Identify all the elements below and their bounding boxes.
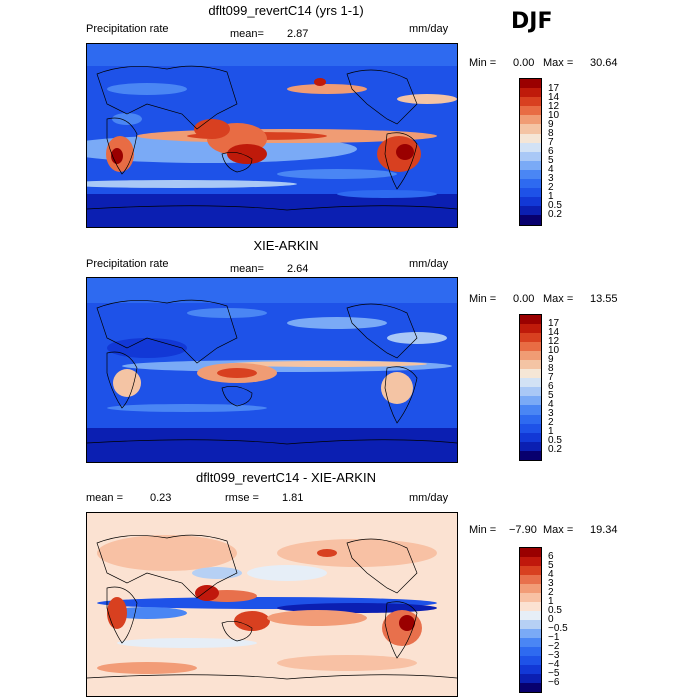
mean-value: 0.23 <box>150 492 172 504</box>
colorbar-label: −3 <box>548 650 560 661</box>
colorbar-label: 6 <box>548 381 554 392</box>
colorbar-label: 2 <box>548 182 554 193</box>
mean-label: mean= <box>230 28 264 40</box>
mean-label: mean= <box>230 263 264 275</box>
min-value: 0.00 <box>513 293 535 305</box>
colorbar-label: 1 <box>548 191 554 202</box>
colorbar-label: −2 <box>548 641 560 652</box>
colorbar-label: 7 <box>548 372 554 383</box>
colorbar-label: 17 <box>548 83 560 94</box>
difference-map <box>86 512 458 697</box>
colorbar-label: 7 <box>548 137 554 148</box>
colorbar-label: 5 <box>548 155 554 166</box>
colorbar-label: 2 <box>548 587 554 598</box>
colorbar-label: 3 <box>548 173 554 184</box>
min-label: Min = <box>469 57 497 69</box>
colorbar <box>519 547 542 693</box>
colorbar-label: −5 <box>548 668 560 679</box>
max-label: Max = <box>543 293 574 305</box>
max-value: 30.64 <box>590 57 618 69</box>
variable-label: Precipitation rate <box>86 23 169 35</box>
colorbar-label: 12 <box>548 101 560 112</box>
colorbar-label: 0.2 <box>548 209 562 220</box>
colorbar-label: 5 <box>548 560 554 571</box>
colorbar-label: 1 <box>548 596 554 607</box>
units-label: mm/day <box>409 23 449 35</box>
colorbar-label: 14 <box>548 92 560 103</box>
colorbar <box>519 78 542 226</box>
max-value: 19.34 <box>590 524 618 536</box>
colorbar-label: 0.2 <box>548 444 562 455</box>
precip-map <box>86 43 458 228</box>
colorbar-label: 8 <box>548 363 554 374</box>
colorbar-label: 0.5 <box>548 435 562 446</box>
mean-value: 2.87 <box>287 28 309 40</box>
panel-title: dflt099_revertC14 (yrs 1-1) <box>208 3 364 18</box>
colorbar-label: −1 <box>548 632 560 643</box>
colorbar-label: 9 <box>548 119 554 130</box>
colorbar-label: 5 <box>548 390 554 401</box>
colorbar-label: 3 <box>548 408 554 419</box>
colorbar-label: 4 <box>548 399 554 410</box>
colorbar-label: 0.5 <box>548 605 562 616</box>
max-label: Max = <box>543 57 574 69</box>
colorbar-label: 3 <box>548 578 554 589</box>
colorbar-label: 0.5 <box>548 200 562 211</box>
min-label: Min = <box>469 524 497 536</box>
colorbar <box>519 314 542 461</box>
min-value: 0.00 <box>513 57 535 69</box>
colorbar-label: −6 <box>548 677 560 688</box>
colorbar-label: −4 <box>548 659 560 670</box>
panel-title: dflt099_revertC14 - XIE-ARKIN <box>196 470 376 485</box>
colorbar-label: 2 <box>548 417 554 428</box>
colorbar-label: 10 <box>548 110 560 121</box>
min-value: −7.90 <box>509 524 537 536</box>
colorbar-label: −0.5 <box>548 623 568 634</box>
season-label: DJF <box>511 9 553 34</box>
mean-label: mean = <box>86 492 123 504</box>
panel-title: XIE-ARKIN <box>253 238 319 253</box>
colorbar-label: 6 <box>548 146 554 157</box>
max-value: 13.55 <box>590 293 618 305</box>
max-label: Max = <box>543 524 574 536</box>
rmse-value: 1.81 <box>282 492 304 504</box>
units-label: mm/day <box>409 258 449 270</box>
colorbar-label: 14 <box>548 327 560 338</box>
units-label: mm/day <box>409 492 449 504</box>
rmse-label: rmse = <box>225 492 259 504</box>
colorbar-label: 4 <box>548 569 554 580</box>
colorbar-label: 17 <box>548 318 560 329</box>
colorbar-label: 6 <box>548 551 554 562</box>
precip-map <box>86 277 458 463</box>
variable-label: Precipitation rate <box>86 258 169 270</box>
min-label: Min = <box>469 293 497 305</box>
colorbar-label: 1 <box>548 426 554 437</box>
colorbar-label: 0 <box>548 614 554 625</box>
colorbar-label: 10 <box>548 345 560 356</box>
colorbar-label: 12 <box>548 336 560 347</box>
colorbar-label: 8 <box>548 128 554 139</box>
colorbar-label: 9 <box>548 354 554 365</box>
mean-value: 2.64 <box>287 263 309 275</box>
colorbar-label: 4 <box>548 164 554 175</box>
